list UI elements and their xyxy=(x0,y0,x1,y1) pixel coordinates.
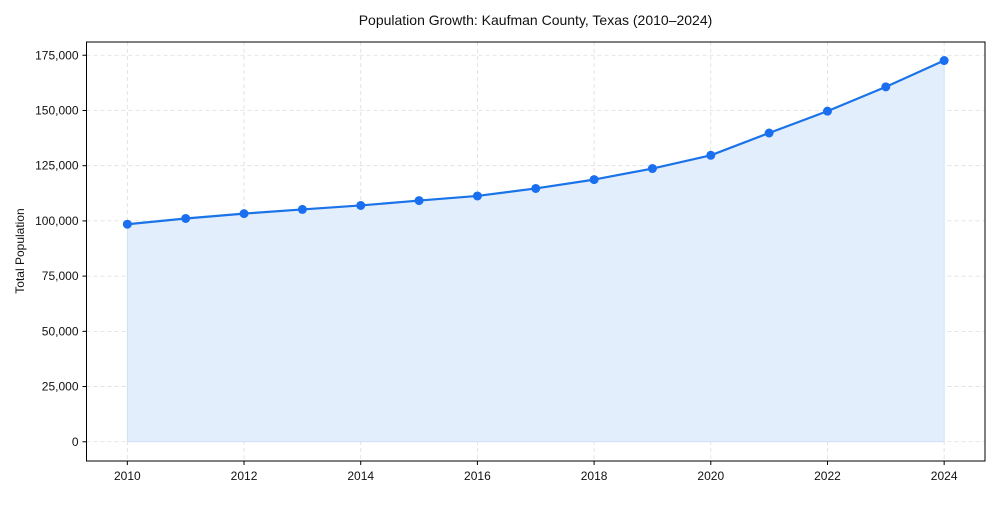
x-tick-label: 2024 xyxy=(931,469,958,483)
data-point: 2011: 101,100 xyxy=(181,213,191,223)
data-point: 2023: 160,700 xyxy=(881,82,891,92)
y-tick-label: 25,000 xyxy=(42,380,79,394)
y-tick-label: 175,000 xyxy=(35,48,79,62)
y-tick-label: 0 xyxy=(72,435,79,449)
y-tick-label: 75,000 xyxy=(42,269,79,283)
data-point: 2014: 107,000 xyxy=(356,200,366,210)
area-fill-shape xyxy=(126,59,945,443)
data-point: 2015: 109,200 xyxy=(414,196,424,206)
x-tick-label: 2022 xyxy=(814,469,841,483)
x-tick-label: 2014 xyxy=(347,469,374,483)
area-fill xyxy=(126,59,945,443)
data-point: 2012: 103,300 xyxy=(239,209,249,219)
x-axis-ticks: 2010 2012 2014 2016 2018 2020 2022 2024 xyxy=(114,461,958,483)
x-tick-label: 2012 xyxy=(231,469,258,483)
data-point: 2017: 114,700 xyxy=(531,183,541,193)
data-point: 2018: 118,700 xyxy=(589,175,599,185)
x-tick-label: 2016 xyxy=(464,469,491,483)
y-tick-label: 125,000 xyxy=(35,159,79,173)
data-point: 2010: 98,500 xyxy=(122,219,132,229)
y-tick-label: 100,000 xyxy=(35,214,79,228)
data-point: 2022: 149,700 xyxy=(822,106,832,116)
y-tick-label: 50,000 xyxy=(42,324,79,338)
data-point: 2020: 129,700 xyxy=(706,150,716,160)
data-point: 2024: 172,600 xyxy=(939,56,949,66)
x-tick-label: 2020 xyxy=(697,469,724,483)
data-point: 2016: 111,300 xyxy=(472,191,482,201)
y-axis-label: Total Population xyxy=(13,208,27,294)
data-point: 2019: 123,700 xyxy=(647,164,657,174)
data-point: 2013: 105,200 xyxy=(297,204,307,214)
chart-title: Population Growth: Kaufman County, Texas… xyxy=(358,12,713,28)
y-tick-label: 150,000 xyxy=(35,103,79,117)
data-point: 2021: 139,800 xyxy=(764,128,774,138)
y-axis-ticks: 0 25,000 50,000 75,000 100,000 125,000 150,000… xyxy=(35,48,87,449)
x-tick-label: 2010 xyxy=(114,469,141,483)
data-markers: 2010: 98,500 2011: 101,100 2012: 103,300 20… xyxy=(122,56,949,229)
axes-frame xyxy=(86,41,986,462)
x-tick-label: 2018 xyxy=(581,469,608,483)
